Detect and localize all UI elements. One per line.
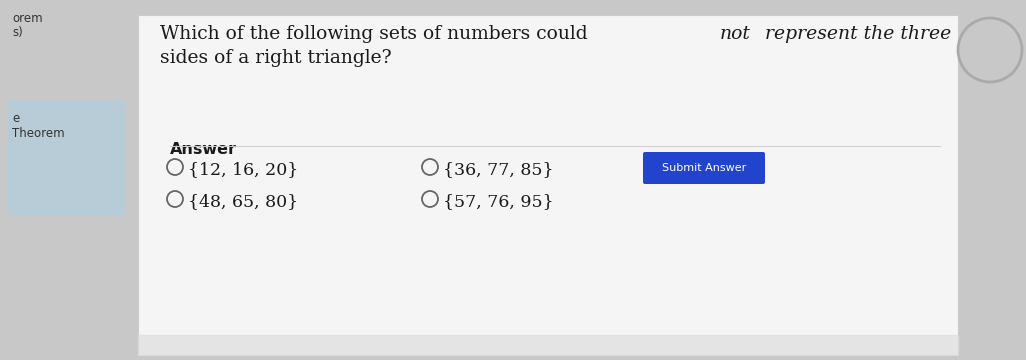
Text: not: not: [719, 25, 750, 43]
Text: {36, 77, 85}: {36, 77, 85}: [443, 161, 554, 178]
Text: Answer: Answer: [170, 142, 237, 157]
Text: {57, 76, 95}: {57, 76, 95}: [443, 193, 554, 210]
Text: sides of a right triangle?: sides of a right triangle?: [160, 49, 392, 67]
Text: {12, 16, 20}: {12, 16, 20}: [188, 161, 299, 178]
Text: represent the three: represent the three: [759, 25, 951, 43]
FancyBboxPatch shape: [8, 100, 126, 215]
Text: s): s): [12, 26, 23, 39]
FancyBboxPatch shape: [139, 15, 958, 355]
Text: e: e: [12, 112, 19, 125]
Text: {48, 65, 80}: {48, 65, 80}: [188, 193, 299, 210]
Text: orem: orem: [12, 12, 43, 25]
Text: Theorem: Theorem: [12, 127, 65, 140]
Text: Submit Answer: Submit Answer: [662, 163, 746, 173]
FancyBboxPatch shape: [643, 152, 765, 184]
Text: Which of the following sets of numbers could: Which of the following sets of numbers c…: [160, 25, 594, 43]
